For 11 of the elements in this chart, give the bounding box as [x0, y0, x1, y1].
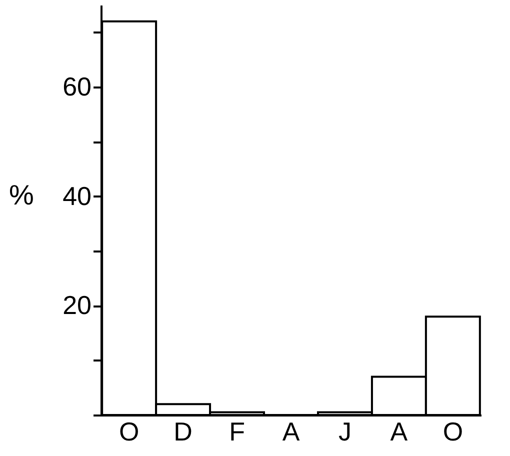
y-tick-label: 40 [62, 180, 92, 211]
x-tick-label: O [442, 416, 464, 446]
x-tick-label: D [174, 416, 192, 446]
y-axis-title: % [9, 180, 34, 210]
y-tick-label: 20 [62, 290, 92, 320]
y-tick-label: 60 [62, 72, 92, 102]
x-tick-label: J [338, 416, 352, 446]
x-tick-label: F [229, 416, 245, 446]
x-tick-label: A [282, 416, 300, 446]
x-tick-label: A [390, 416, 408, 446]
x-tick-label: O [118, 416, 140, 446]
